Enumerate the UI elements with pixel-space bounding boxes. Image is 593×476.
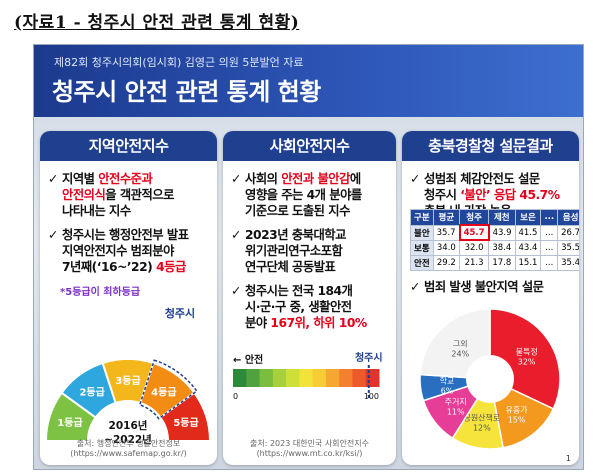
scale-segment (233, 369, 247, 387)
slide: 제82회 청주시의회(임시회) 김영근 의원 5분발언 자료 청주시 안전 관련… (33, 44, 584, 470)
slide-title: 청주시 안전 관련 통계 현황 (52, 78, 321, 106)
bullet-announcement: ✓ 2023년 충북대학교 위기관리연구소포함 연구단체 공동발표 (231, 228, 346, 274)
check-icon: ✓ (48, 228, 58, 242)
scale-segment (286, 369, 300, 387)
gauge-grade-label: 2등급 (79, 387, 104, 399)
gauge-highlight (138, 359, 198, 420)
gauge-segment (158, 391, 212, 442)
check-icon: ✓ (48, 172, 58, 186)
scale-min-label: 0 (233, 392, 238, 401)
scale-marker-label: 청주시 (355, 351, 383, 364)
scale-segment (312, 369, 327, 387)
table-header-row: 구분 평균 청주 제천 보은 ... 음성 (410, 209, 579, 226)
pie-slice-pct: 24% (451, 349, 469, 358)
pie-slice (419, 308, 491, 380)
highlight-cheongju-value: 45.7 (458, 224, 490, 241)
pie-slice-pct: 32% (518, 358, 536, 367)
panel-title: 사회안전지수 (223, 131, 396, 161)
document-title: (자료1 - 청주시 안전 관련 통계 현황) (14, 13, 300, 33)
table-row: 불안 35.7 45.7 43.9 41.5... 26.7 (410, 224, 579, 241)
pie-slice-pct: 11% (447, 408, 465, 417)
check-icon: ✓ (231, 228, 241, 242)
gauge-period-line1: 2016년 (109, 419, 148, 432)
scale-max-label: 100 (364, 392, 379, 401)
bullet-cheongju-grade: ✓ 청주시는 행정안전부 발표 지역안전지수 범죄분야 7년째(‘16~’22)… (48, 228, 189, 274)
source-note: 출처: 행정안전부 생활안전정보 (https://www.safemap.go… (70, 439, 187, 458)
panel-title: 지역안전지수 (40, 131, 217, 161)
bullet-unsafe-area: ✓ 범죄 발생 불안지역 설문 (410, 280, 544, 294)
pie-slice-pct: 6% (441, 386, 454, 395)
pie-slice-label: 그외 (453, 338, 468, 348)
bullet-cheongju-rank: ✓ 청주시는 전국 184개 시·군·구 중, 생활안전 분야 167위, 하위… (231, 284, 367, 330)
pie-slice-label: 학교 (440, 375, 455, 385)
pie-slice-label: 유흥가 (506, 404, 529, 414)
pie-slice-label: 공원산책로 (463, 413, 500, 423)
scale-segment (325, 369, 340, 387)
bullet-definition: ✓ 지역별 안전수준과 안전의식을 객관적으로 나타내는 지수 (48, 172, 174, 218)
gauge-grade-label: 5등급 (173, 417, 198, 429)
check-icon: ✓ (410, 280, 420, 294)
gauge-marker-label: 청주시 (165, 306, 195, 320)
pie-slice-pct: 12% (473, 424, 491, 433)
table-row: 안전 29.2 21.3 17.8 15.1... 35.4 (410, 254, 579, 271)
pie-slice-label: 주거지 (445, 398, 467, 407)
pie-slice-pct: 15% (508, 415, 526, 424)
scale-segment (339, 369, 353, 387)
scale-safe-label: ← 안전 (233, 353, 263, 366)
table-row: 보통 34.0 32.0 38.4 43.4... 35.5 (410, 239, 579, 256)
bullet-definition: ✓ 사회의 안전과 불안감에 영향을 주는 4개 분야를 기준으로 도출된 지수 (231, 172, 362, 218)
panel-social-safety-index: 사회안전지수 ✓ 사회의 안전과 불안감에 영향을 주는 4개 분야를 기준으로… (223, 131, 396, 465)
source-note: 출처: 2023 대한민국 사회안전지수 (https://www.mt.co.… (249, 439, 369, 458)
safety-scale: ← 안전 청주시 0 100 (233, 351, 383, 401)
check-icon: ✓ (410, 172, 420, 186)
gauge-grade-label: 1등급 (57, 417, 82, 429)
survey-table: 구분 평균 청주 제천 보은 ... 음성 불안 35.7 45.7 43.9 41.5… (410, 209, 579, 271)
grade-note: *5등급이 최하등급 (60, 287, 141, 298)
gauge-grade-label: 4등급 (151, 387, 176, 399)
scale-segment (299, 369, 314, 387)
gauge-grade-label: 3등급 (115, 375, 140, 387)
slide-subtitle: 제82회 청주시의회(임시회) 김영근 의원 5분발언 자료 (54, 56, 304, 69)
pie-slice-label: 불특정 (516, 347, 538, 357)
panel-regional-safety-index: 지역안전지수 ✓ 지역별 안전수준과 안전의식을 객관적으로 나타내는 지수 ✓… (40, 131, 217, 465)
scale-segment (352, 369, 367, 387)
panel-police-survey: 충북경찰청 설문결과 ✓ 성범죄 체감안전도 설문 청주시 ‘불안’ 응답 45… (402, 131, 579, 465)
scale-segment (272, 369, 287, 387)
scale-segment (246, 369, 261, 387)
gauge-period-line2: ~2022년 (104, 433, 152, 446)
page-number: 1 (565, 454, 571, 463)
check-icon: ✓ (231, 172, 241, 186)
grade-gauge: 1등급 2등급 3등급 4등급 5등급 청주시 2016년~2022년 (44, 306, 212, 446)
scale-segment (259, 369, 274, 387)
slide-header: 제82회 청주시의회(임시회) 김영근 의원 5분발언 자료 청주시 안전 관련… (34, 45, 583, 117)
pie-hole (466, 355, 514, 403)
panel-title: 충북경찰청 설문결과 (402, 131, 579, 161)
check-icon: ✓ (231, 284, 241, 298)
